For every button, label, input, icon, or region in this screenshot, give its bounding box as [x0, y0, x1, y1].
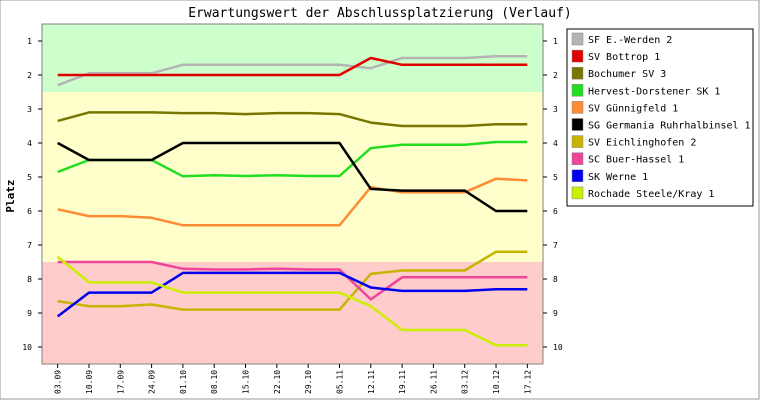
legend-swatch-8	[571, 152, 584, 165]
y-tick-label-right: 4	[553, 139, 558, 148]
x-tick-label: 26.11	[429, 370, 438, 394]
chart-title: Erwartungswert der Abschlussplatzierung …	[188, 6, 572, 21]
x-tick-label: 05.11	[335, 370, 344, 394]
legend-label-1: SF E.-Werden 2	[588, 35, 672, 46]
series-line-3	[57, 111, 528, 128]
x-tick-label: 01.10	[179, 370, 188, 394]
legend-swatch-3	[571, 66, 584, 80]
y-axis-label: Platz	[4, 179, 17, 212]
legend-swatch-5	[571, 101, 584, 114]
y-tick-label-right: 2	[553, 71, 558, 80]
x-tick-label: 29.10	[304, 370, 313, 394]
plot-area	[41, 23, 544, 365]
x-tick-label: 22.10	[273, 370, 282, 394]
series-lines	[56, 55, 528, 347]
y-tick-label-right: 7	[553, 241, 558, 250]
y-tick-label-left: 1	[27, 37, 32, 46]
legend: SF E.-Werden 2 SV Bottrop 1 Bochumer SV 3 H…	[566, 28, 754, 207]
plot-border	[41, 23, 544, 365]
x-tick-label: 19.11	[398, 370, 407, 394]
x-tick-label: 17.12	[523, 370, 532, 394]
x-tick-label: 08.10	[210, 370, 219, 394]
x-tick-label: 03.12	[461, 370, 470, 394]
y-tick-label-left: 3	[27, 105, 32, 114]
y-tick-label-right: 8	[553, 275, 558, 284]
legend-label-8: SC Buer-Hassel 1	[588, 155, 684, 166]
legend-swatch-7	[571, 135, 584, 148]
series-line-6	[57, 141, 528, 213]
legend-label-9: SK Werne 1	[588, 172, 648, 183]
legend-label-5: SV Günnigfeld 1	[588, 103, 678, 114]
legend-label-2: SV Bottrop 1	[588, 52, 660, 63]
y-tick-label-left: 6	[27, 207, 32, 216]
y-tick-label-right: 10	[553, 343, 563, 352]
y-tick-label-left: 4	[27, 139, 32, 148]
y-tick-label-left: 7	[27, 241, 32, 250]
legend-label-10: Rochade Steele/Kray 1	[588, 189, 714, 200]
legend-swatch-1	[571, 32, 584, 46]
legend-swatch-10	[571, 186, 584, 200]
y-tick-label-left: 5	[27, 173, 32, 182]
x-tick-label: 17.09	[116, 370, 125, 394]
legend-swatch-2	[571, 49, 584, 63]
y-tick-label-right: 5	[553, 173, 558, 182]
y-axis-left: 1 2 3 4 5 6 7 8 9 10	[22, 37, 42, 352]
x-tick-label: 10.12	[492, 370, 501, 394]
y-tick-label-right: 6	[553, 207, 558, 216]
x-tick-label: 10.09	[85, 370, 94, 394]
series-line-9	[56, 271, 528, 318]
series-line-10	[56, 255, 528, 347]
y-tick-label-right: 1	[553, 37, 558, 46]
series-line-2	[57, 56, 528, 77]
series-line-8	[57, 260, 528, 301]
y-tick-label-right: 9	[553, 309, 558, 318]
x-tick-label: 03.09	[54, 370, 63, 394]
legend-box	[566, 28, 754, 207]
series-line-1	[57, 55, 528, 87]
legend-label-7: SV Eichlinghofen 2	[588, 138, 696, 149]
y-tick-label-left: 2	[27, 71, 32, 80]
background-bands	[42, 24, 543, 364]
legend-swatch-6	[571, 118, 584, 131]
legend-swatch-4	[571, 84, 584, 97]
x-tick-label: 12.11	[367, 370, 376, 394]
y-axis-right: 1 2 3 4 5 6 7 8 9 10	[543, 37, 563, 352]
legend-label-6: SG Germania Ruhrhalbinsel 1	[588, 121, 751, 132]
series-line-5	[57, 177, 528, 227]
legend-label-4: Hervest-Dorstener SK 1	[588, 86, 720, 97]
x-tick-label: 15.10	[242, 370, 251, 394]
band-2	[42, 92, 543, 262]
y-tick-label-left: 8	[27, 275, 32, 284]
legend-swatch-9	[571, 169, 584, 183]
y-tick-label-left: 9	[27, 309, 32, 318]
y-tick-label-right: 3	[553, 105, 558, 114]
x-axis: 03.09 10.09 17.09 24.09 01.10 08.10 15.10 22.10…	[54, 364, 532, 394]
y-tick-label-left: 10	[22, 343, 32, 352]
series-line-7	[57, 250, 528, 311]
band-3	[42, 262, 543, 364]
legend-label-3: Bochumer SV 3	[588, 69, 666, 80]
x-tick-label: 24.09	[148, 370, 157, 394]
